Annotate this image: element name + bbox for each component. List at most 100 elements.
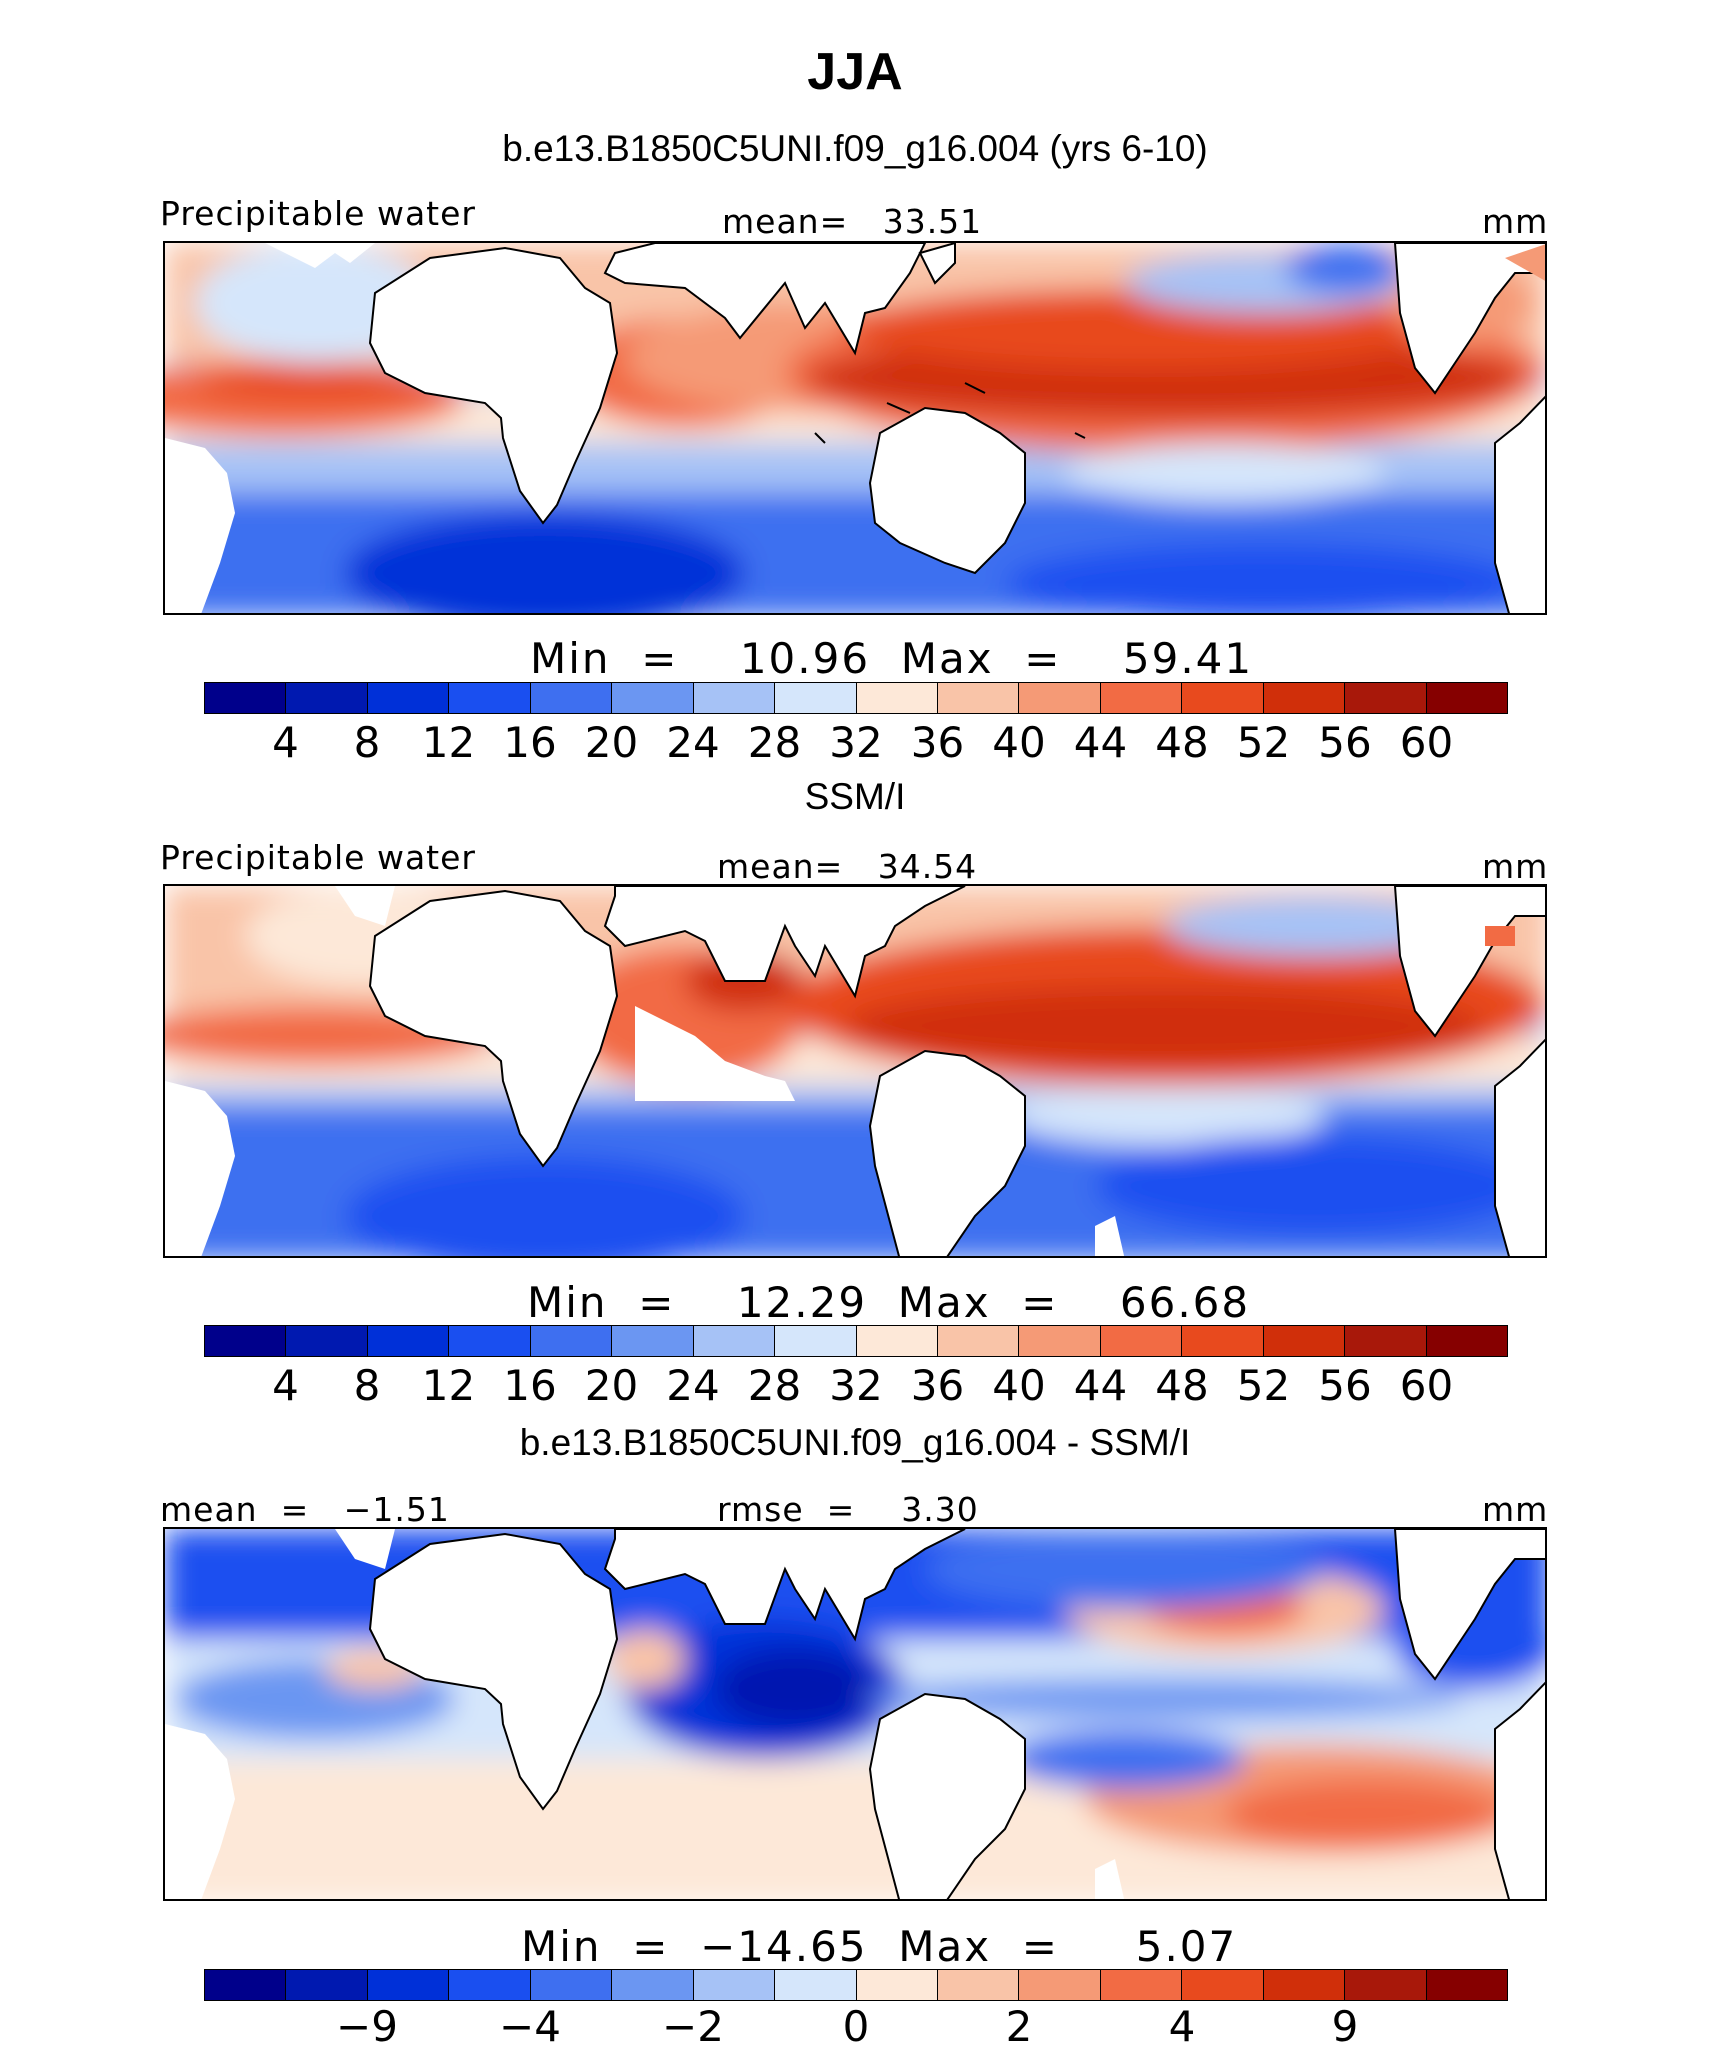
colorbar-swatch bbox=[612, 1970, 694, 2000]
colorbar-swatch bbox=[775, 1970, 857, 2000]
colorbar-tick-label: −9 bbox=[336, 2002, 398, 2051]
colorbar-tick-label: 28 bbox=[747, 1361, 802, 1410]
colorbar-swatch bbox=[1263, 683, 1346, 713]
panel-3-map-svg bbox=[165, 1529, 1545, 1899]
colorbar-swatch bbox=[449, 1970, 531, 2000]
panel-1-subtitle: b.e13.B1850C5UNI.f09_g16.004 (yrs 6-10) bbox=[502, 128, 1208, 169]
panel-2-subtitle: SSM/I bbox=[804, 776, 906, 817]
colorbar-swatch bbox=[1019, 1326, 1101, 1356]
colorbar-swatch bbox=[612, 683, 694, 713]
colorbar-swatch bbox=[612, 1326, 694, 1356]
panel-3-rmse-label: rmse = 3.30 bbox=[717, 1490, 979, 1529]
colorbar-swatch bbox=[1263, 1970, 1346, 2000]
colorbar-tick-label: 20 bbox=[584, 1361, 639, 1410]
colorbar-swatch bbox=[937, 1970, 1020, 2000]
colorbar-swatch bbox=[1182, 1326, 1264, 1356]
colorbar-swatch bbox=[775, 683, 857, 713]
panel-1-units-label: mm bbox=[1482, 202, 1549, 241]
colorbar-swatch bbox=[856, 1970, 938, 2000]
colorbar-tick-label: 56 bbox=[1318, 1361, 1372, 1410]
colorbar-swatch bbox=[1345, 683, 1427, 713]
colorbar-tick-label: 44 bbox=[1073, 1361, 1128, 1410]
colorbar-swatch bbox=[775, 1326, 857, 1356]
colorbar-tick-label: 16 bbox=[503, 1361, 557, 1410]
colorbar-tick-label: 44 bbox=[1073, 718, 1128, 767]
colorbar-tick-label: 28 bbox=[747, 718, 802, 767]
colorbar-swatch bbox=[286, 1326, 368, 1356]
colorbar-tick-label: 56 bbox=[1318, 718, 1372, 767]
panel-2-units-label: mm bbox=[1482, 847, 1549, 886]
colorbar-tick-label: 40 bbox=[992, 1361, 1046, 1410]
colorbar-swatch bbox=[1100, 1326, 1183, 1356]
panel-2-map-svg bbox=[165, 886, 1545, 1256]
colorbar-swatch bbox=[693, 1326, 776, 1356]
colorbar-tick-label: 36 bbox=[910, 718, 965, 767]
colorbar-swatch bbox=[1182, 683, 1264, 713]
colorbar-swatch bbox=[1019, 683, 1101, 713]
colorbar-tick-label: 48 bbox=[1155, 718, 1209, 767]
panel-1-map bbox=[163, 241, 1547, 615]
panel-3-subtitle: b.e13.B1850C5UNI.f09_g16.004 - SSM/I bbox=[519, 1422, 1191, 1463]
colorbar-tick-label: 60 bbox=[1399, 718, 1454, 767]
colorbar-swatch bbox=[1019, 1970, 1101, 2000]
panel-3-map bbox=[163, 1527, 1547, 1901]
colorbar-tick-label: 32 bbox=[829, 718, 883, 767]
colorbar-tick-label: 24 bbox=[666, 718, 720, 767]
panel-3-colorbar bbox=[204, 1969, 1508, 2001]
colorbar-tick-label: 4 bbox=[272, 718, 299, 767]
figure-title: JJA bbox=[807, 43, 903, 101]
colorbar-swatch bbox=[1345, 1326, 1427, 1356]
colorbar-tick-label: 4 bbox=[1168, 2002, 1196, 2051]
colorbar-tick-label: 48 bbox=[1155, 1361, 1209, 1410]
colorbar-swatch bbox=[205, 683, 287, 713]
colorbar-tick-label: 20 bbox=[584, 718, 639, 767]
colorbar-swatch bbox=[286, 683, 368, 713]
colorbar-tick-label: 24 bbox=[666, 1361, 720, 1410]
panel-3-minmax: Min = −14.65 Max = 5.07 bbox=[521, 1922, 1238, 1971]
colorbar-swatch bbox=[530, 1326, 613, 1356]
panel-2-mean-label: mean= 34.54 bbox=[717, 847, 978, 886]
panel-1-mean-label: mean= 33.51 bbox=[722, 202, 983, 241]
panel-2-field-label: Precipitable water bbox=[160, 838, 476, 877]
colorbar-tick-label: 40 bbox=[992, 718, 1046, 767]
colorbar-tick-label: −4 bbox=[499, 2002, 561, 2051]
panel-3-mean-label: mean = −1.51 bbox=[160, 1490, 450, 1529]
colorbar-swatch bbox=[367, 1326, 450, 1356]
colorbar-tick-label: 12 bbox=[421, 1361, 476, 1410]
colorbar-tick-label: 52 bbox=[1236, 718, 1291, 767]
colorbar-swatch bbox=[449, 683, 531, 713]
colorbar-tick-label: 60 bbox=[1399, 1361, 1454, 1410]
panel-1-field-label: Precipitable water bbox=[160, 194, 476, 233]
colorbar-tick-label: 9 bbox=[1331, 2002, 1359, 2051]
colorbar-tick-label: 36 bbox=[910, 1361, 965, 1410]
colorbar-swatch bbox=[1345, 1970, 1427, 2000]
colorbar-tick-label: 8 bbox=[353, 718, 381, 767]
colorbar-swatch bbox=[1426, 1326, 1507, 1356]
colorbar-tick-label: 52 bbox=[1236, 1361, 1291, 1410]
colorbar-swatch bbox=[693, 1970, 776, 2000]
colorbar-tick-label: 4 bbox=[272, 1361, 299, 1410]
colorbar-swatch bbox=[1182, 1970, 1264, 2000]
colorbar-swatch bbox=[937, 683, 1020, 713]
colorbar-tick-label: 8 bbox=[353, 1361, 381, 1410]
colorbar-tick-label: 12 bbox=[421, 718, 476, 767]
panel-3-units-label: mm bbox=[1482, 1490, 1549, 1529]
colorbar-swatch bbox=[530, 683, 613, 713]
colorbar-swatch bbox=[1263, 1326, 1346, 1356]
colorbar-swatch bbox=[367, 683, 450, 713]
panel-2-minmax: Min = 12.29 Max = 66.68 bbox=[527, 1278, 1251, 1327]
colorbar-tick-label: 2 bbox=[1005, 2002, 1033, 2051]
colorbar-swatch bbox=[286, 1970, 368, 2000]
colorbar-tick-label: −2 bbox=[662, 2002, 724, 2051]
panel-2-colorbar bbox=[204, 1325, 1508, 1357]
colorbar-swatch bbox=[693, 683, 776, 713]
colorbar-tick-label: 0 bbox=[842, 2002, 870, 2051]
colorbar-swatch bbox=[1100, 683, 1183, 713]
colorbar-swatch bbox=[856, 1326, 938, 1356]
colorbar-tick-label: 32 bbox=[829, 1361, 883, 1410]
colorbar-swatch bbox=[367, 1970, 450, 2000]
colorbar-swatch bbox=[1426, 1970, 1507, 2000]
colorbar-swatch bbox=[205, 1970, 287, 2000]
colorbar-swatch bbox=[449, 1326, 531, 1356]
colorbar-swatch bbox=[937, 1326, 1020, 1356]
